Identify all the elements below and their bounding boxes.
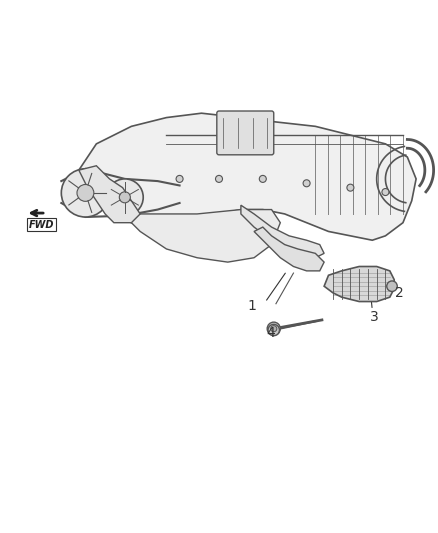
- Circle shape: [387, 281, 397, 292]
- Polygon shape: [79, 166, 140, 223]
- Polygon shape: [241, 205, 324, 258]
- Circle shape: [176, 175, 183, 182]
- Circle shape: [106, 179, 143, 216]
- Circle shape: [271, 326, 277, 332]
- Text: 1: 1: [247, 299, 256, 313]
- FancyBboxPatch shape: [217, 111, 274, 155]
- Text: FWD: FWD: [29, 220, 54, 230]
- Circle shape: [268, 324, 279, 336]
- Circle shape: [61, 169, 110, 217]
- Circle shape: [77, 184, 94, 201]
- Polygon shape: [254, 227, 324, 271]
- Circle shape: [119, 192, 131, 203]
- Polygon shape: [74, 113, 416, 240]
- Text: 2: 2: [395, 286, 404, 300]
- Polygon shape: [123, 209, 280, 262]
- Circle shape: [215, 175, 223, 182]
- Circle shape: [347, 184, 354, 191]
- Polygon shape: [324, 266, 394, 302]
- Circle shape: [259, 175, 266, 182]
- Text: 3: 3: [370, 310, 379, 324]
- Circle shape: [267, 322, 280, 335]
- Text: 4: 4: [266, 326, 275, 340]
- Circle shape: [382, 189, 389, 196]
- Circle shape: [303, 180, 310, 187]
